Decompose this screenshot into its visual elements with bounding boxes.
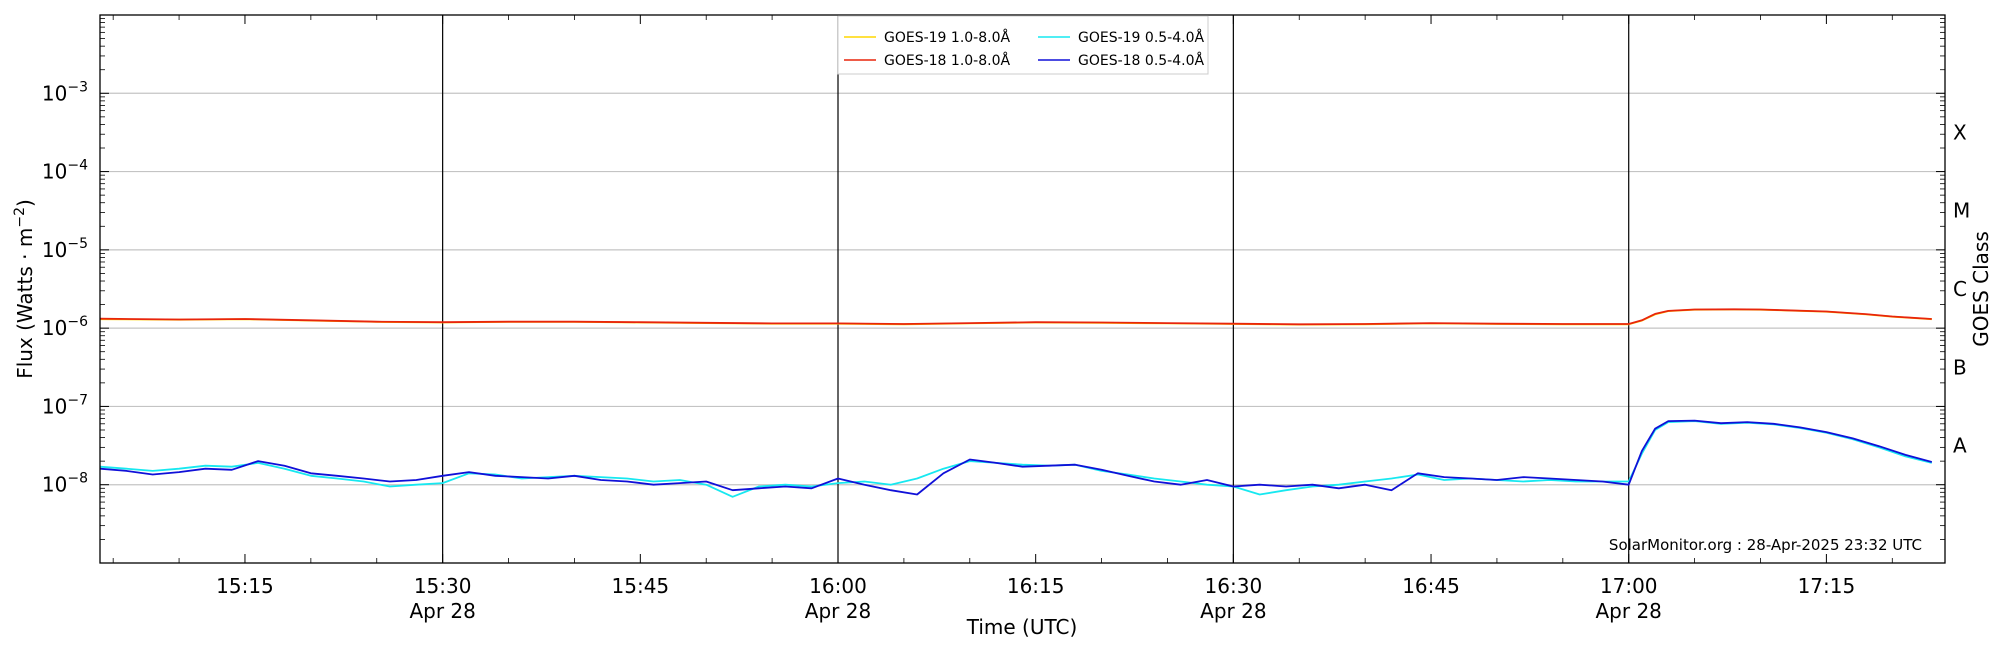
goes-class-label-c: C: [1953, 277, 1967, 301]
y-tick-label-base-2: 10: [42, 316, 67, 340]
y-tick-label-exp-2: −6: [67, 314, 88, 330]
goes-class-label-x: X: [1953, 120, 1967, 144]
y-tick-label-4: 10−4: [42, 158, 88, 184]
y-tick-label-2: 10−6: [42, 314, 88, 340]
x-tick-date-1: Apr 28: [409, 599, 475, 623]
goes-class-axis-title: GOES Class: [1969, 231, 1993, 347]
y-axis-title: Flux (Watts · m−2): [12, 199, 37, 379]
x-tick-date-3: Apr 28: [805, 599, 871, 623]
y-tick-label-exp-1: −7: [67, 392, 88, 408]
day-boundary-lines: [442, 15, 1630, 563]
legend: GOES-19 1.0-8.0Å GOES-18 1.0-8.0Å GOES-1…: [837, 15, 1209, 75]
series-lines: [100, 308, 1933, 498]
x-axis-title: Time (UTC): [966, 615, 1078, 639]
series-goes19-short: [100, 420, 1933, 498]
goes-class-label-b: B: [1953, 355, 1967, 379]
y-tick-label-exp-5: −3: [67, 79, 88, 95]
x-tick-label-2: 15:45: [612, 574, 670, 598]
y-tick-label-exp-3: −5: [67, 236, 88, 252]
x-tick-label-1: 15:30: [414, 574, 472, 598]
goes-class-label-m: M: [1953, 199, 1970, 223]
legend-label-goes18-long: GOES-18 1.0-8.0Å: [884, 52, 1010, 69]
legend-box: [837, 15, 1209, 75]
legend-label-goes19-long: GOES-19 1.0-8.0Å: [884, 29, 1010, 46]
y-tick-label-base-1: 10: [42, 394, 67, 418]
y-tick-label-exp-0: −8: [67, 471, 88, 487]
x-tick-label-6: 16:45: [1402, 574, 1460, 598]
y-axis-title-suffix: ): [13, 199, 37, 207]
y-tick-label-base-3: 10: [42, 238, 67, 262]
y-tick-label-base-0: 10: [42, 473, 67, 497]
x-tick-label-3: 16:00: [809, 574, 867, 598]
x-tick-label-0: 15:15: [216, 574, 274, 598]
x-tick-label-5: 16:30: [1205, 574, 1263, 598]
y-tick-label-base-4: 10: [42, 160, 67, 184]
series-goes18-long: [100, 308, 1932, 326]
legend-label-goes18-short: GOES-18 0.5-4.0Å: [1078, 52, 1204, 69]
y-axis-title-prefix: Flux (Watts · m: [13, 228, 37, 379]
x-tick-date-5: Apr 28: [1200, 599, 1266, 623]
y-tick-label-5: 10−3: [42, 79, 88, 105]
y-tick-label-0: 10−8: [42, 471, 88, 497]
y-tick-label-exp-4: −4: [67, 158, 88, 174]
x-tick-date-7: Apr 28: [1596, 599, 1662, 623]
x-tick-label-4: 16:15: [1007, 574, 1065, 598]
credit-text: SolarMonitor.org : 28-Apr-2025 23:32 UTC: [1609, 536, 1922, 554]
y-axis-ticks: 10−810−710−610−510−410−3: [42, 18, 1945, 540]
series-goes18-short: [100, 419, 1933, 496]
x-tick-label-7: 17:00: [1600, 574, 1658, 598]
y-axis-title-superscript: −2: [12, 207, 28, 228]
x-tick-label-8: 17:15: [1798, 574, 1856, 598]
goes-class-label-a: A: [1953, 434, 1967, 458]
goes-class-labels: A B C M X: [1953, 120, 1970, 457]
y-tick-label-1: 10−7: [42, 392, 88, 418]
legend-label-goes19-short: GOES-19 0.5-4.0Å: [1078, 29, 1204, 46]
y-tick-label-base-5: 10: [42, 81, 67, 105]
plot-frame: [99, 14, 1946, 564]
y-tick-label-3: 10−5: [42, 236, 88, 262]
